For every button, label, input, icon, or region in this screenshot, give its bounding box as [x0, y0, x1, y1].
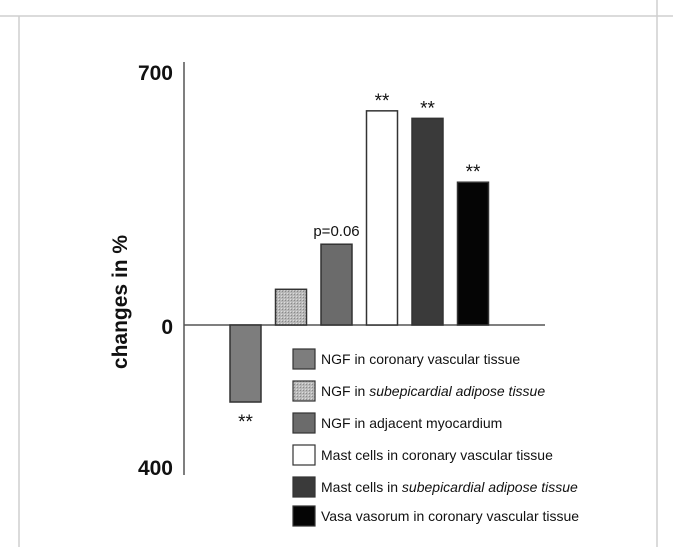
legend-label-5: Vasa vasorum in coronary vascular tissue [321, 508, 579, 524]
legend-label-4: Mast cells in subepicardial adipose tiss… [321, 479, 578, 495]
annotation-bar-3: ** [375, 91, 390, 112]
annotation-bar-2: p=0.06 [313, 223, 359, 240]
legend-label-3: Mast cells in coronary vascular tissue [321, 447, 553, 463]
legend-swatch-1 [292, 380, 316, 402]
legend-swatch-5 [292, 505, 316, 527]
legend-item-2: NGF in adjacent myocardium [292, 412, 502, 434]
y-tick-label-0: 0 [161, 316, 173, 339]
y-axis-title: changes in % [109, 235, 132, 370]
annotation-bar-0: ** [238, 412, 253, 433]
legend-swatch-0 [292, 348, 316, 370]
y-tick-label-700: 700 [138, 62, 173, 85]
y-tick-label-400: 400 [138, 457, 173, 480]
bar-ngf-coronary-vascular [229, 324, 262, 403]
legend-label-0: NGF in coronary vascular tissue [321, 351, 520, 367]
legend-item-5: Vasa vasorum in coronary vascular tissue [292, 505, 579, 527]
legend-item-0: NGF in coronary vascular tissue [292, 348, 520, 370]
annotation-bar-5: ** [466, 162, 481, 183]
legend-item-3: Mast cells in coronary vascular tissue [292, 444, 553, 466]
legend-item-4: Mast cells in subepicardial adipose tiss… [292, 476, 578, 498]
legend-swatch-2 [292, 412, 316, 434]
annotation-bar-4: ** [420, 98, 435, 119]
bar-ngf-subepicardial-adipose [274, 288, 308, 326]
bar-ngf-adjacent-myocardium [320, 243, 353, 326]
bar-vasa-vasorum-coronary-vascular [456, 181, 490, 326]
bar-mast-cells-coronary-vascular [365, 110, 399, 326]
legend-swatch-4 [292, 476, 316, 498]
bar-mast-cells-subepicardial-adipose [411, 117, 444, 326]
legend-swatch-3 [292, 444, 316, 466]
legend-item-1: NGF in subepicardial adipose tissue [292, 380, 545, 402]
legend-label-1: NGF in subepicardial adipose tissue [321, 383, 545, 399]
legend-label-2: NGF in adjacent myocardium [321, 415, 502, 431]
legend: NGF in coronary vascular tissue NGF in s… [292, 348, 579, 527]
